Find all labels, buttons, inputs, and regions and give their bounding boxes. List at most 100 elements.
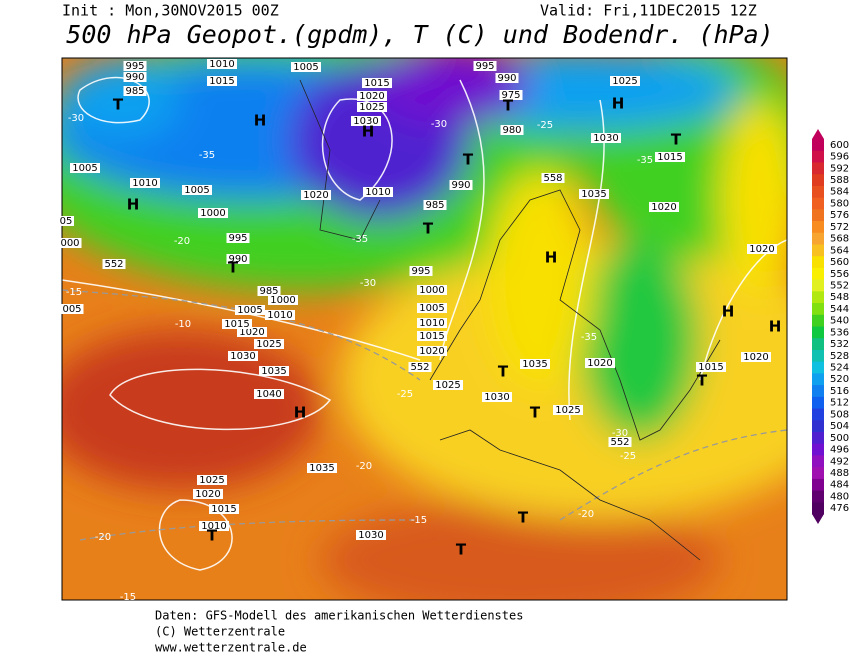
isobar-label: 1020 [651,202,676,213]
map-frame [61,57,788,601]
label-box [235,305,265,315]
label-box [741,352,771,362]
isobar-label: 990 [451,180,470,191]
label-box [417,346,447,356]
isobar-label: 1030 [353,116,378,127]
colorbar-label: 584 [830,187,849,198]
colorbar-swatch [812,174,824,187]
isobar-label: 1000 [200,208,225,219]
pressure-center: T [697,372,708,390]
colorbar-label: 484 [830,480,849,491]
isobar-label: 1020 [239,327,264,338]
isobar-label: 990 [125,72,144,83]
isobar-label: 1005 [293,62,318,73]
colorbar-swatch [812,209,824,222]
colorbar-swatch [812,385,824,398]
colorbar-label: 576 [830,210,849,221]
isobar-label: 1005 [237,305,262,316]
temperature-label: -20 [174,236,190,247]
isobar-label: 1030 [484,392,509,403]
colorbar-swatch [812,349,824,363]
pressure-center: H [362,123,375,141]
isobar-label: 1005 [72,163,97,174]
pressure-center: T [530,404,541,422]
colorbar-label: 572 [830,222,849,233]
colorbar-label: 560 [830,257,849,268]
label-box [579,189,609,199]
footer-line: www.wetterzentrale.de [155,641,307,655]
label-box [254,339,284,349]
colorbar-label: 524 [830,363,849,374]
colorbar-label: 552 [830,280,849,291]
colorbar-swatch [812,490,824,503]
isobar-label: 995 [125,61,144,72]
colorbar-label: 592 [830,163,849,174]
colorbar-label: 488 [830,468,849,479]
colorbar-swatch [812,314,824,327]
label-box [291,62,321,72]
colorbar-swatch [812,279,824,292]
label-box [268,295,298,305]
label-box [207,59,237,69]
label-box [610,76,640,86]
isobar-label: 1015 [209,76,234,87]
isobar-label: 990 [497,73,516,84]
colorbar-label: 528 [830,351,849,362]
temperature-label: -20 [95,532,111,543]
temperature-label: -30 [612,428,628,439]
pressure-center: H [545,249,558,267]
colorbar-swatch [812,221,824,234]
label-box [608,437,632,447]
isobar-label: 1025 [359,102,384,113]
pressure-center: T [671,131,682,149]
label-box [60,304,84,314]
colorbar-label: 596 [830,152,849,163]
temperature-label: -35 [199,150,215,161]
pressure-center: T [518,509,529,527]
label-box [193,489,223,499]
colorbar-label: 580 [830,198,849,209]
init-time: Init : Mon,30NOV2015 00Z [62,2,279,20]
label-box [198,208,228,218]
temperature-label: -20 [578,509,594,520]
colorbar-label: 480 [830,491,849,502]
isobar-label: 1035 [309,463,334,474]
label-box [209,504,239,514]
colorbar-label: 492 [830,456,849,467]
isobar-label: 1010 [132,178,157,189]
temperature-label: -15 [120,592,136,603]
colorbar-swatch [812,467,824,480]
label-box [649,202,679,212]
isobar-label: 552 [104,259,123,270]
footer-line: (C) Wetterzentrale [155,625,285,639]
label-box [356,530,386,540]
label-box [199,521,229,531]
label-box [449,180,473,190]
colorbar-label: 476 [830,503,849,514]
colorbar-label: 540 [830,316,849,327]
colorbar-swatch [812,162,824,175]
colorbar-swatch [812,478,824,492]
colorbar-swatch [812,455,824,468]
isobar-label: 985 [259,286,278,297]
temperature-label: -25 [397,389,413,400]
colorbar-label: 548 [830,292,849,303]
pressure-center: T [228,259,239,277]
pressure-center: T [503,97,514,115]
label-box [123,61,147,71]
label-box [417,303,447,313]
colorbar-label: 500 [830,433,849,444]
isobar-label: 1035 [522,359,547,370]
label-box [655,152,685,162]
isobar-label: 995 [411,266,430,277]
label-box [123,72,147,82]
isobar-label: 1020 [303,190,328,201]
colorbar-arrow [812,514,824,524]
label-box [130,178,160,188]
label-box [520,359,550,369]
label-box [433,380,463,390]
temperature-label: -30 [431,119,447,130]
colorbar-swatch [812,267,824,281]
colorbar-swatch [812,373,824,386]
colorbar-swatch [812,396,824,410]
